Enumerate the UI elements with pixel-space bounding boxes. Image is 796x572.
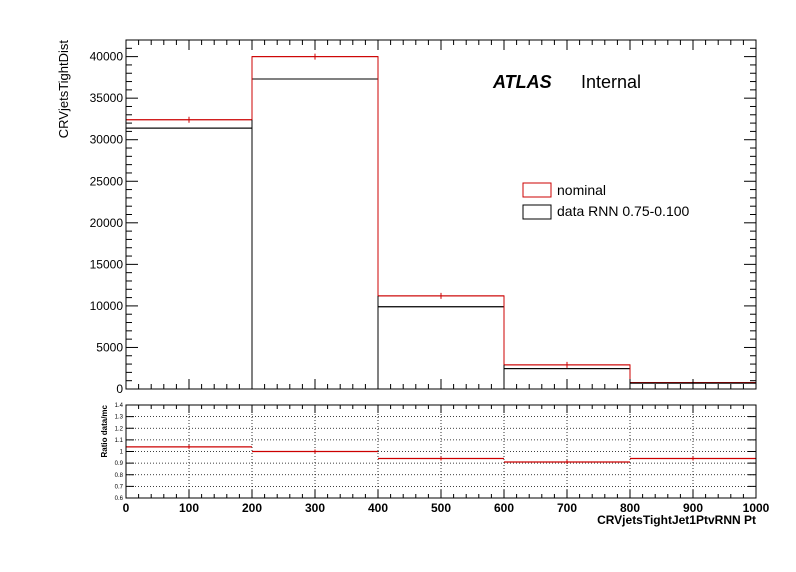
ratio-y-tick-label: 1.4 bbox=[115, 403, 124, 409]
y-tick-label: 10000 bbox=[90, 299, 124, 313]
y-tick-label: 35000 bbox=[90, 91, 124, 105]
x-tick-label: 400 bbox=[368, 501, 388, 515]
x-tick-label: 900 bbox=[683, 501, 703, 515]
x-tick-label: 800 bbox=[620, 501, 640, 515]
x-tick-label: 700 bbox=[557, 501, 577, 515]
series-line-0 bbox=[126, 56, 756, 384]
y-tick-label: 40000 bbox=[90, 50, 124, 64]
series-line-1 bbox=[126, 78, 756, 384]
ratio-y-axis-title: Ratio data/mc bbox=[100, 404, 109, 457]
legend-swatch-nominal bbox=[522, 182, 552, 198]
ratio-y-tick-label: 1.3 bbox=[115, 415, 124, 421]
legend-label-data: data RNN 0.75-0.100 bbox=[557, 203, 690, 219]
ratio-y-tick-label: 1.1 bbox=[115, 438, 124, 444]
y-tick-label: 20000 bbox=[90, 216, 124, 230]
main-y-axis-title: CRVjetsTightDist bbox=[56, 40, 71, 139]
y-tick-label: 15000 bbox=[90, 257, 124, 271]
x-axis-title: CRVjetsTightJet1PtvRNN Pt bbox=[597, 513, 756, 527]
ratio-panel: 0.6 0.7 0.8 0.9 1 1.1 1.2 1.3 1.4 0 100 200 300 400 5… bbox=[100, 403, 770, 527]
y-tick-label: 5000 bbox=[96, 340, 123, 354]
ratio-y-tick-label: 0.8 bbox=[115, 473, 124, 479]
ratio-y-tick-label: 1.2 bbox=[115, 426, 124, 432]
atlas-label: ATLAS bbox=[492, 72, 552, 92]
ratio-y-tick-label: 0.7 bbox=[115, 484, 124, 490]
x-tick-label: 1000 bbox=[743, 501, 770, 515]
y-tick-label: 25000 bbox=[90, 174, 124, 188]
ratio-y-tick-label: 1 bbox=[120, 450, 124, 456]
x-tick-label: 300 bbox=[305, 501, 325, 515]
ratio-y-tick-label: 0.6 bbox=[115, 496, 124, 502]
legend-label-nominal: nominal bbox=[557, 182, 606, 198]
main-panel: 0 5000 10000 15000 20000 25000 30000 35000 40000… bbox=[56, 39, 757, 396]
legend: nominal data RNN 0.75-0.100 bbox=[522, 182, 690, 220]
y-tick-label: 0 bbox=[116, 382, 123, 396]
y-tick-label: 30000 bbox=[90, 133, 124, 147]
legend-swatch-data bbox=[522, 204, 552, 220]
x-tick-label: 500 bbox=[431, 501, 451, 515]
x-tick-label: 100 bbox=[179, 501, 199, 515]
internal-label: Internal bbox=[581, 72, 641, 92]
ratio-y-tick-label: 0.9 bbox=[115, 461, 124, 467]
x-tick-label: 600 bbox=[494, 501, 514, 515]
x-tick-label: 200 bbox=[242, 501, 262, 515]
x-tick-label: 0 bbox=[123, 501, 130, 515]
